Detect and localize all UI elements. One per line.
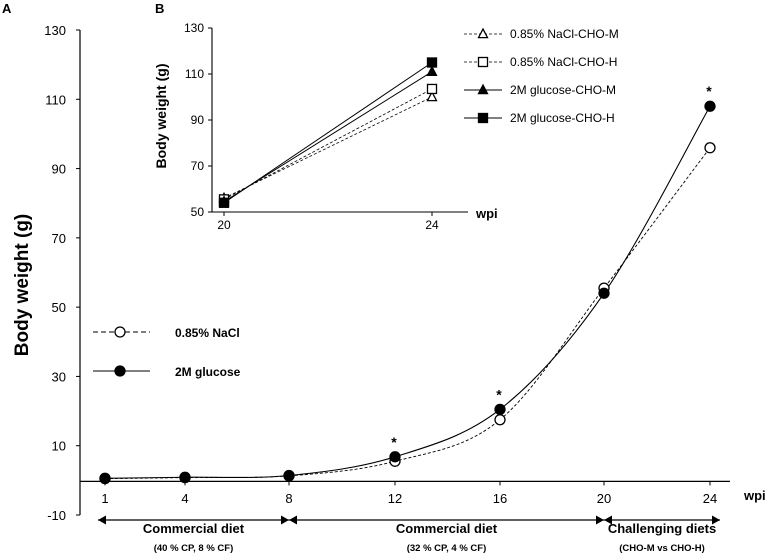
main-x-tick-label: 1: [101, 491, 108, 506]
inset-x-axis-label: wpi: [475, 206, 498, 221]
main-data-point: [494, 414, 506, 426]
main-legend-label: 2M glucose: [175, 365, 241, 379]
phase-arrow-head: [604, 515, 612, 525]
inset-legend-marker: [477, 112, 489, 124]
inset-legend-label: 0.85% NaCl-CHO-H: [510, 55, 617, 69]
phase-arrow-head: [712, 515, 720, 525]
phase-arrow-head: [98, 515, 106, 525]
main-y-tick-label: -10: [47, 508, 66, 523]
inset-data-point: [426, 90, 438, 102]
inset-legend: 0.85% NaCl-CHO-M 0.85% NaCl-CHO-H 2M gluco…: [464, 27, 619, 125]
main-legend-marker: [114, 326, 126, 338]
phase-arrow-head: [596, 515, 604, 525]
main-y-axis-label: Body weight (g): [12, 214, 33, 356]
significance-marker: *: [706, 83, 712, 99]
main-data-point: [704, 100, 716, 112]
main-data-point: [283, 469, 295, 482]
main-legend-label: 0.85% NaCl: [175, 326, 240, 340]
inset-y-tick-label: 110: [185, 67, 204, 81]
main-x-tick-label: 8: [285, 491, 292, 506]
inset-series-line: [223, 62, 433, 204]
main-data-point: [179, 471, 191, 483]
inset-y-tick-label: 90: [191, 113, 205, 127]
main-y-tick-label: 50: [52, 300, 66, 315]
main-x-tick-label: 24: [703, 491, 717, 506]
inset-y-tick-label: 50: [191, 205, 205, 219]
significance-marker: *: [391, 434, 397, 450]
main-y-tick-label: 30: [52, 369, 66, 384]
inset-y-tick-label: 130: [184, 21, 204, 35]
inset-data-point: [218, 197, 230, 208]
phase-arrow-head: [281, 515, 289, 525]
phase-label: Challenging diets: [608, 521, 716, 536]
inset-data-point: [426, 65, 438, 76]
phase-label: Commercial diet: [396, 521, 498, 536]
main-legend: 0.85% NaCl 2M glucose: [93, 326, 241, 379]
inset-x-tick-label: 24: [425, 218, 439, 232]
main-data-point: [704, 142, 716, 154]
main-x-tick-label: 16: [493, 491, 507, 506]
inset-legend-label: 2M glucose-CHO-M: [510, 83, 616, 97]
inset-legend-label: 2M glucose-CHO-H: [510, 111, 615, 125]
phase-sublabel: (CHO-M vs CHO-H): [619, 543, 705, 554]
main-y-tick-label: 90: [52, 162, 66, 177]
main-legend-marker: [114, 365, 126, 377]
inset-series-line: [223, 96, 433, 199]
inset-legend-marker: [477, 27, 489, 39]
significance-marker: *: [496, 386, 502, 402]
main-data-point: [494, 403, 506, 415]
inset-data-point: [426, 57, 438, 68]
inset-legend-marker: [477, 56, 489, 68]
main-x-axis-label: wpi: [743, 488, 766, 503]
inset-y-axis-label: Body weight (g): [153, 64, 169, 169]
inset-series-line: [223, 88, 433, 200]
phase-arrow-head: [289, 515, 297, 525]
main-series-line: [104, 147, 711, 480]
main-data-point: [389, 451, 401, 463]
inset-x-tick-label: 20: [217, 218, 231, 232]
main-series-line: [104, 105, 711, 479]
phase-sublabel: (40 % CP, 8 % CF): [154, 543, 234, 554]
inset-y-tick-label: 70: [191, 159, 205, 173]
phase-label: Commercial diet: [143, 521, 245, 536]
main-x-tick-label: 4: [181, 491, 188, 506]
main-x-tick-label: 20: [597, 491, 611, 506]
panel-label-b: B: [155, 1, 164, 16]
inset-data-point: [426, 83, 438, 95]
main-data-point: [99, 472, 111, 484]
main-y-tick-label: 130: [44, 23, 66, 38]
main-y-tick-label: 110: [45, 92, 66, 107]
phase-sublabel: (32 % CP, 4 % CF): [407, 543, 487, 554]
inset-chart: Body weight (g) wpi 0.85% NaCl-CHO-M0.85…: [153, 21, 619, 232]
main-y-tick-label: 70: [52, 231, 66, 246]
main-chart: Body weight (g) wpi 0.85% NaCl 2M glucose…: [12, 23, 766, 554]
main-x-tick-label: 12: [388, 491, 402, 506]
panel-label-a: A: [2, 1, 12, 16]
diet-phases: Commercial diet (40 % CP, 8 % CF) Commerci…: [98, 515, 720, 554]
main-y-tick-label: 10: [52, 439, 66, 454]
inset-legend-marker: [477, 83, 489, 95]
inset-legend-label: 0.85% NaCl-CHO-M: [510, 27, 619, 41]
main-data-point: [598, 287, 610, 299]
